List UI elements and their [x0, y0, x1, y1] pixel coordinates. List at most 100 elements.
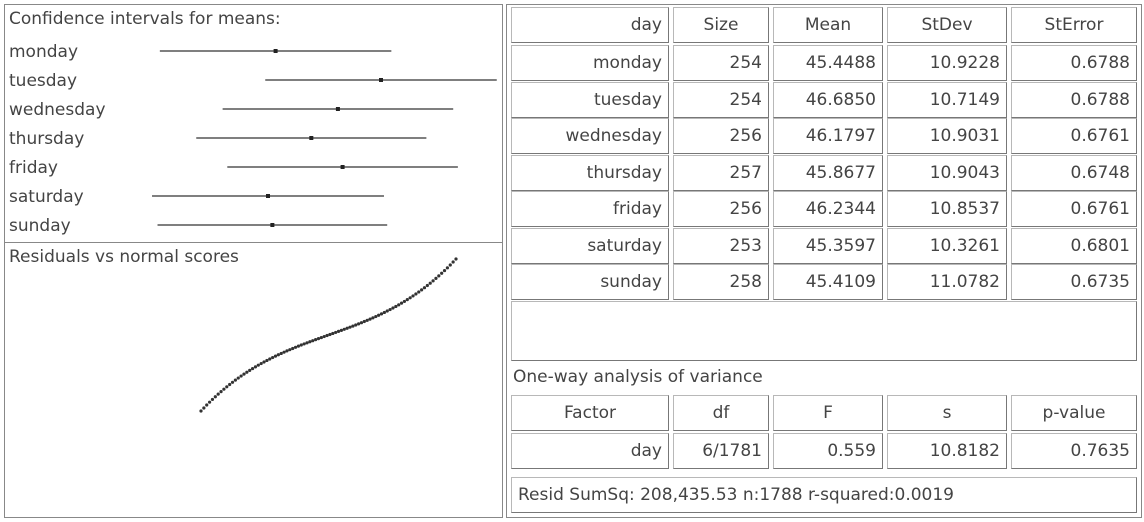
table-cell: 0.6761 — [1011, 191, 1137, 227]
anova-title: One-way analysis of variance — [513, 367, 763, 387]
residual-point — [296, 344, 301, 348]
residual-point — [359, 321, 364, 325]
residual-point — [451, 260, 455, 264]
residual-point — [442, 268, 447, 273]
residual-point — [302, 342, 306, 346]
residual-point — [293, 345, 298, 349]
residual-point — [207, 400, 212, 404]
residual-point — [434, 276, 438, 280]
table-cell: sunday — [511, 264, 669, 300]
residual-point — [371, 316, 375, 320]
residual-point — [331, 331, 335, 336]
results-table: One-way analysis of variance day Size Mean… — [506, 4, 1142, 518]
ci-panel: Confidence intervals for means: monday tu… — [4, 4, 503, 244]
residual-point — [245, 370, 249, 374]
residual-point — [422, 286, 427, 290]
residual-point — [417, 290, 421, 294]
residual-point — [328, 332, 332, 337]
residual-point — [282, 350, 286, 354]
residual-point — [225, 385, 229, 389]
table-cell: 10.9043 — [887, 154, 1007, 191]
table-cell: day — [511, 433, 669, 469]
table-cell: 45.8677 — [773, 154, 883, 191]
residual-point — [362, 319, 366, 324]
table-cell: friday — [511, 191, 669, 227]
residual-point — [268, 357, 272, 361]
residual-point — [256, 363, 260, 367]
table-cell: 256 — [673, 191, 769, 227]
ci-label: friday — [9, 158, 58, 178]
table-cell: saturday — [511, 227, 669, 264]
header-cell: day — [511, 7, 669, 43]
table-cell: 46.6850 — [773, 81, 883, 118]
residual-point — [414, 292, 418, 296]
table-cell: 0.6761 — [1011, 118, 1137, 154]
table-cell: monday — [511, 45, 669, 81]
residual-point — [368, 317, 372, 321]
ci-label: sunday — [9, 216, 71, 236]
table-cell: 0.7635 — [1011, 433, 1137, 469]
table-cell: 0.6735 — [1011, 264, 1137, 300]
residual-point — [385, 309, 389, 313]
residual-point — [379, 312, 384, 316]
residual-point — [228, 382, 232, 387]
ci-plot: monday tuesday wednesday thursday friday satu… — [9, 42, 497, 236]
table-cell: 256 — [673, 118, 769, 154]
residual-point — [388, 307, 392, 312]
ci-mean — [270, 223, 275, 227]
residual-point — [199, 409, 203, 413]
table-cell: 10.3261 — [887, 227, 1007, 264]
blank-row — [511, 301, 1137, 361]
residual-point — [259, 361, 263, 366]
residual-point — [428, 281, 432, 285]
table-cell: 254 — [673, 81, 769, 118]
table-cell: 10.7149 — [887, 81, 1007, 118]
residual-point — [445, 266, 450, 270]
residual-point — [325, 333, 329, 338]
residual-point — [402, 299, 407, 304]
residual-point — [405, 298, 409, 302]
header-cell: Mean — [773, 7, 883, 43]
residual-point — [239, 374, 243, 378]
residual-point — [336, 329, 341, 333]
ci-mean — [379, 78, 383, 82]
table-cell: 10.8537 — [887, 191, 1007, 227]
residual-point — [233, 378, 237, 382]
ci-mean — [335, 107, 340, 111]
table-cell: 45.3597 — [773, 227, 883, 264]
header-cell: s — [887, 395, 1007, 431]
table-cell: 10.9228 — [887, 45, 1007, 81]
residual-point — [319, 335, 323, 340]
table-cell: 253 — [673, 227, 769, 264]
ci-label: thursday — [9, 129, 84, 149]
ci-label: wednesday — [9, 100, 106, 120]
residual-point — [271, 355, 275, 360]
table-cell: 45.4488 — [773, 45, 883, 81]
table-cell: 46.2344 — [773, 191, 883, 227]
residual-point — [311, 339, 315, 343]
table-cell: 258 — [673, 264, 769, 300]
table-cell: wednesday — [511, 118, 669, 154]
residual-point — [411, 294, 415, 298]
residual-point — [448, 263, 452, 267]
residual-point — [305, 341, 309, 345]
header-cell: Size — [673, 7, 769, 43]
residual-point — [213, 395, 217, 399]
table-cell: 11.0782 — [887, 264, 1007, 300]
residual-point — [291, 346, 295, 351]
residual-point — [397, 303, 401, 307]
residual-point — [374, 314, 378, 319]
residual-point — [205, 403, 209, 407]
residual-point — [299, 343, 303, 347]
table-cell: 0.6748 — [1011, 154, 1137, 191]
table-cell: 10.8182 — [887, 433, 1007, 469]
residual-point — [242, 372, 246, 376]
ci-mean — [273, 49, 278, 53]
residual-point — [431, 279, 435, 283]
residual-point — [265, 358, 269, 363]
residual-point — [351, 324, 355, 328]
residual-point — [253, 365, 258, 369]
residual-panel: Residuals vs normal scores — [4, 242, 503, 518]
header-cell: F — [773, 395, 883, 431]
residual-title: Residuals vs normal scores — [9, 247, 239, 267]
